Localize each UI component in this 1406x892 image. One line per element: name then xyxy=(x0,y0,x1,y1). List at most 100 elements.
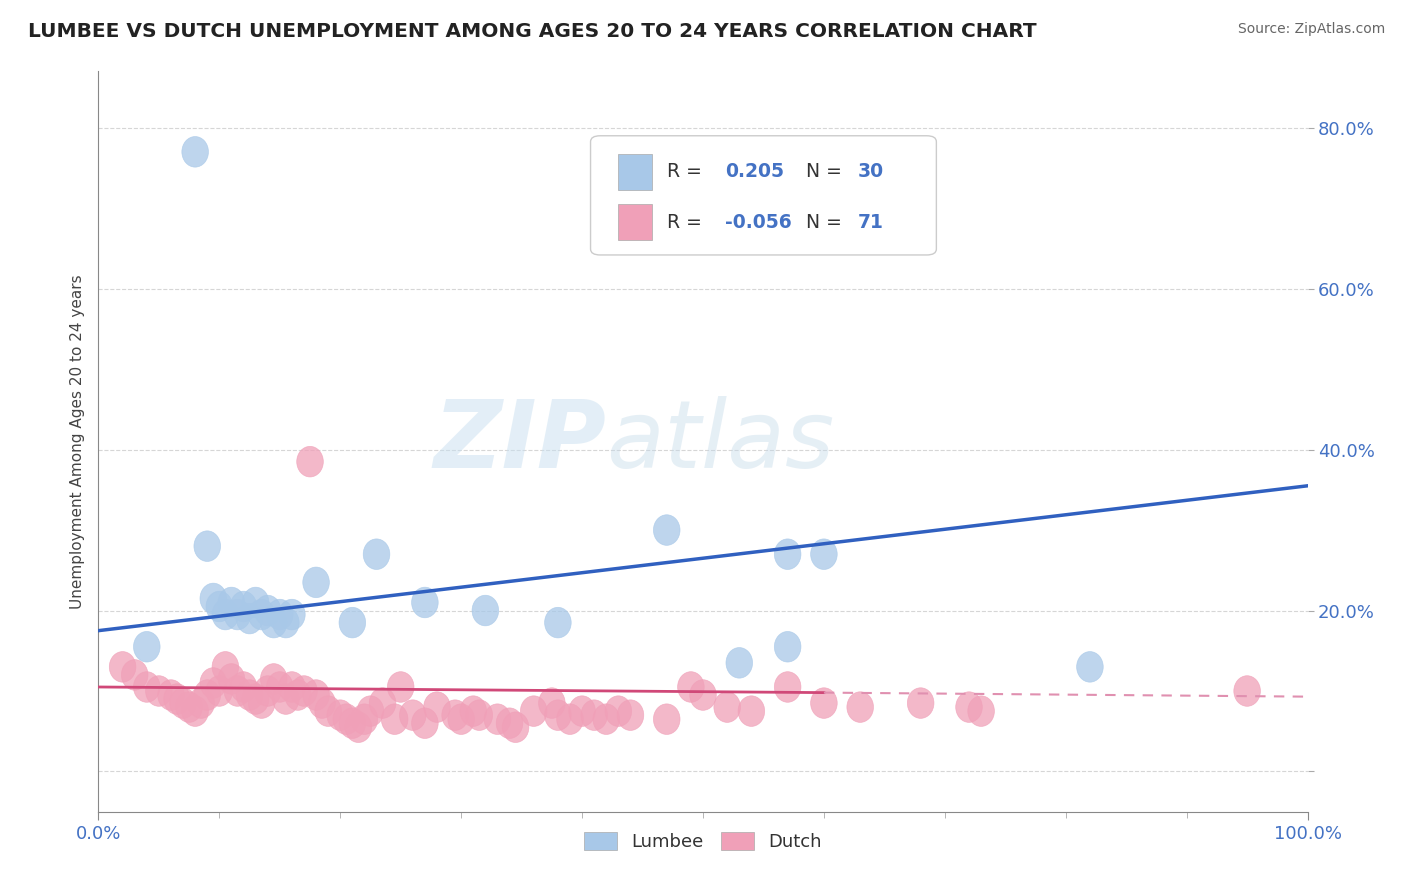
Ellipse shape xyxy=(484,704,510,734)
Ellipse shape xyxy=(714,692,741,723)
Ellipse shape xyxy=(146,676,172,706)
Ellipse shape xyxy=(302,567,329,598)
Ellipse shape xyxy=(581,700,607,731)
Ellipse shape xyxy=(569,696,595,726)
Text: LUMBEE VS DUTCH UNEMPLOYMENT AMONG AGES 20 TO 24 YEARS CORRELATION CHART: LUMBEE VS DUTCH UNEMPLOYMENT AMONG AGES … xyxy=(28,22,1036,41)
Ellipse shape xyxy=(441,700,468,731)
Ellipse shape xyxy=(344,712,371,742)
Ellipse shape xyxy=(605,696,631,726)
Text: 71: 71 xyxy=(858,212,883,232)
Ellipse shape xyxy=(328,700,353,731)
Ellipse shape xyxy=(472,595,499,626)
Ellipse shape xyxy=(654,515,681,545)
Ellipse shape xyxy=(273,684,299,714)
Ellipse shape xyxy=(363,539,389,569)
Ellipse shape xyxy=(163,684,190,714)
Text: R =: R = xyxy=(666,212,707,232)
Ellipse shape xyxy=(121,659,148,690)
Ellipse shape xyxy=(557,704,583,734)
Ellipse shape xyxy=(593,704,620,734)
Ellipse shape xyxy=(339,708,366,739)
Ellipse shape xyxy=(412,708,439,739)
Ellipse shape xyxy=(207,591,232,622)
Ellipse shape xyxy=(218,587,245,618)
Ellipse shape xyxy=(496,708,523,739)
Ellipse shape xyxy=(231,672,257,702)
Text: R =: R = xyxy=(666,162,714,181)
Ellipse shape xyxy=(170,688,197,718)
Ellipse shape xyxy=(231,591,257,622)
Ellipse shape xyxy=(811,539,837,569)
Ellipse shape xyxy=(254,676,281,706)
Ellipse shape xyxy=(309,688,336,718)
Ellipse shape xyxy=(278,599,305,630)
Ellipse shape xyxy=(465,700,492,731)
Ellipse shape xyxy=(544,607,571,638)
Ellipse shape xyxy=(956,692,983,723)
Ellipse shape xyxy=(297,446,323,477)
Ellipse shape xyxy=(207,676,232,706)
Text: 30: 30 xyxy=(858,162,884,181)
Ellipse shape xyxy=(260,607,287,638)
Bar xyxy=(619,204,652,240)
Ellipse shape xyxy=(738,696,765,726)
Ellipse shape xyxy=(224,599,250,630)
Ellipse shape xyxy=(725,648,752,678)
Ellipse shape xyxy=(242,587,269,618)
Ellipse shape xyxy=(212,599,239,630)
Ellipse shape xyxy=(249,599,276,630)
Ellipse shape xyxy=(460,696,486,726)
Ellipse shape xyxy=(181,696,208,726)
Ellipse shape xyxy=(278,672,305,702)
Ellipse shape xyxy=(249,688,276,718)
Ellipse shape xyxy=(110,651,136,682)
Legend: Lumbee, Dutch: Lumbee, Dutch xyxy=(576,824,830,858)
Ellipse shape xyxy=(273,607,299,638)
Ellipse shape xyxy=(134,672,160,702)
Ellipse shape xyxy=(339,607,366,638)
Ellipse shape xyxy=(134,632,160,662)
Ellipse shape xyxy=(284,680,311,710)
Ellipse shape xyxy=(224,676,250,706)
Ellipse shape xyxy=(188,688,215,718)
Y-axis label: Unemployment Among Ages 20 to 24 years: Unemployment Among Ages 20 to 24 years xyxy=(69,274,84,609)
Ellipse shape xyxy=(811,209,837,240)
Text: -0.056: -0.056 xyxy=(724,212,792,232)
Ellipse shape xyxy=(423,692,450,723)
Ellipse shape xyxy=(267,672,292,702)
Ellipse shape xyxy=(236,603,263,634)
Text: Source: ZipAtlas.com: Source: ZipAtlas.com xyxy=(1237,22,1385,37)
Ellipse shape xyxy=(412,587,439,618)
Bar xyxy=(619,154,652,189)
Ellipse shape xyxy=(200,583,226,614)
Ellipse shape xyxy=(315,696,342,726)
Ellipse shape xyxy=(370,688,396,718)
Ellipse shape xyxy=(236,680,263,710)
Ellipse shape xyxy=(678,672,704,702)
Ellipse shape xyxy=(775,672,801,702)
Ellipse shape xyxy=(194,531,221,561)
Ellipse shape xyxy=(1234,676,1260,706)
Ellipse shape xyxy=(846,692,873,723)
Text: atlas: atlas xyxy=(606,396,835,487)
Ellipse shape xyxy=(357,696,384,726)
Ellipse shape xyxy=(654,704,681,734)
Ellipse shape xyxy=(333,704,360,734)
Ellipse shape xyxy=(176,692,202,723)
Ellipse shape xyxy=(449,704,474,734)
Ellipse shape xyxy=(967,696,994,726)
Ellipse shape xyxy=(544,700,571,731)
Ellipse shape xyxy=(267,599,292,630)
Ellipse shape xyxy=(520,696,547,726)
FancyBboxPatch shape xyxy=(591,136,936,255)
Ellipse shape xyxy=(260,664,287,694)
Text: ZIP: ZIP xyxy=(433,395,606,488)
Text: N =: N = xyxy=(793,212,853,232)
Text: 0.205: 0.205 xyxy=(724,162,783,181)
Ellipse shape xyxy=(690,680,716,710)
Ellipse shape xyxy=(302,680,329,710)
Ellipse shape xyxy=(907,688,934,718)
Ellipse shape xyxy=(291,676,318,706)
Ellipse shape xyxy=(388,672,413,702)
Ellipse shape xyxy=(200,668,226,698)
